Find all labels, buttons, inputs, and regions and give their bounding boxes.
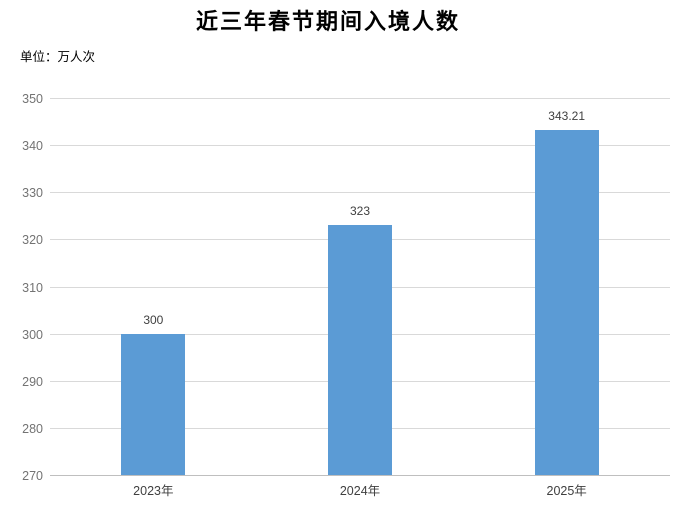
y-axis-tick-label: 270 xyxy=(22,469,43,483)
bar-data-label: 343.21 xyxy=(548,108,585,123)
y-axis-tick-label: 300 xyxy=(22,327,43,342)
y-axis-tick-label: 330 xyxy=(22,186,43,201)
unit-label: 单位：万人次 xyxy=(20,50,96,64)
y-axis-tick-label: 350 xyxy=(22,92,43,106)
gridline xyxy=(50,192,670,193)
bar-data-label: 323 xyxy=(349,204,371,219)
x-axis-line xyxy=(50,475,670,476)
chart-title: 近三年春节期间入境人数 xyxy=(195,9,460,34)
x-axis-tick-label: 2023年 xyxy=(133,484,174,498)
y-axis-tick-label: 310 xyxy=(22,280,43,295)
y-axis-tick-label: 280 xyxy=(22,421,43,436)
x-axis-tick-label: 2024年 xyxy=(339,484,381,498)
bar-data-label: 300 xyxy=(143,312,164,327)
gridline xyxy=(50,145,670,146)
gridline xyxy=(50,98,670,99)
bar xyxy=(534,129,599,475)
y-axis-tick-label: 340 xyxy=(22,139,43,154)
bar xyxy=(328,225,392,475)
y-axis-tick-label: 320 xyxy=(22,233,43,248)
bar xyxy=(121,333,186,475)
x-axis-tick-label: 2025年 xyxy=(546,484,587,498)
y-axis-tick-label: 290 xyxy=(22,374,43,389)
